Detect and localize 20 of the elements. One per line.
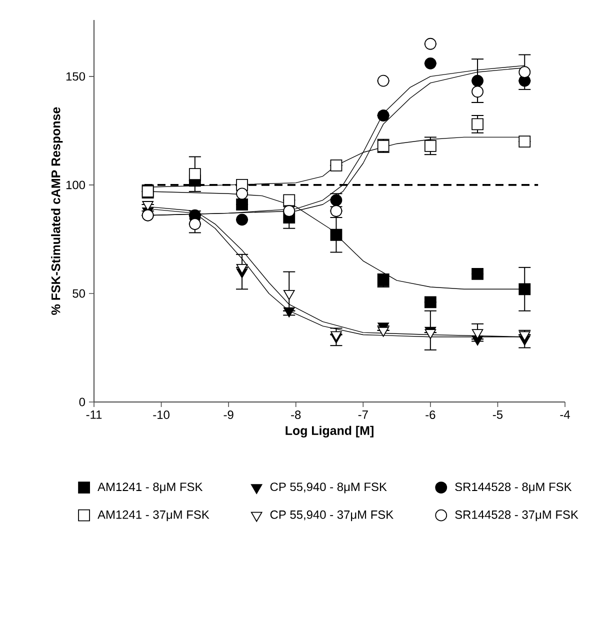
legend-label: AM1241 - 37μM FSK	[98, 510, 210, 522]
legend-label: AM1241 - 8μM FSK	[98, 482, 203, 494]
x-tick-label: -7	[358, 410, 368, 419]
y-tick-label: 150	[66, 72, 86, 81]
x-tick-label: -10	[153, 410, 170, 419]
legend-label: SR144528 - 8μM FSK	[455, 482, 572, 494]
y-tick-label: 0	[79, 398, 86, 406]
y-tick-label: 100	[66, 180, 86, 190]
y-axis-title: % FSK-Stimulated cAMP Response	[51, 107, 63, 315]
x-tick-label: -11	[86, 410, 102, 419]
x-tick-label: -6	[426, 410, 436, 419]
x-axis-title: Log Ligand [M]	[286, 426, 374, 438]
x-tick-label: -8	[291, 410, 301, 419]
x-tick-label: -5	[492, 410, 503, 419]
x-tick-label: -4	[560, 410, 570, 419]
legend-label: CP 55,940 - 8μM FSK	[270, 482, 387, 494]
x-tick-label: -9	[224, 410, 234, 419]
legend-label: SR144528 - 37μM FSK	[455, 510, 578, 522]
legend-label: CP 55,940 - 37μM FSK	[270, 510, 394, 522]
y-tick-label: 50	[72, 289, 86, 298]
